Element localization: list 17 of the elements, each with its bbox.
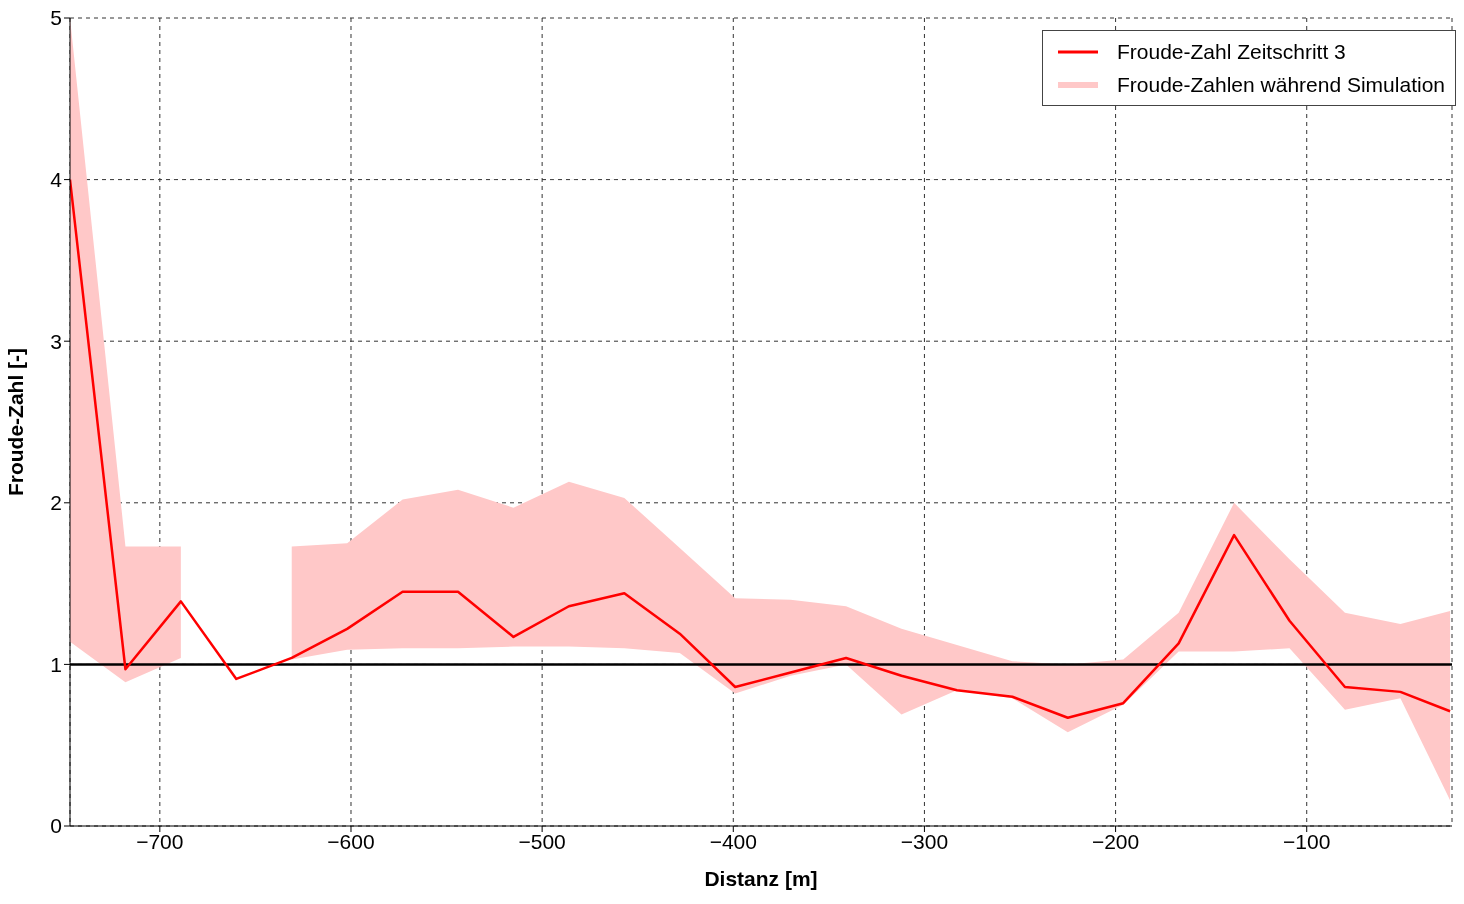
legend-label: Froude-Zahlen während Simulation	[1116, 72, 1445, 97]
y-axis-title: Froude-Zahl [-]	[4, 347, 28, 497]
x-axis-title: Distanz [m]	[704, 867, 818, 890]
x-tick-label: −700	[136, 829, 184, 853]
x-tick-label: −100	[1283, 829, 1331, 853]
y-tick-label: 1	[50, 652, 62, 676]
x-tick-label: −300	[900, 829, 949, 853]
x-tick-label: −200	[1091, 829, 1140, 853]
legend-label: Froude-Zahl Zeitschritt 3	[1116, 39, 1346, 64]
y-tick-label: 0	[50, 814, 62, 838]
y-tick-label: 2	[50, 491, 62, 515]
x-tick-label: −600	[327, 829, 375, 853]
x-tick-label: −500	[518, 829, 566, 853]
x-tick-label: −400	[709, 829, 757, 853]
y-tick-label: 4	[50, 168, 63, 192]
y-tick-label: 3	[50, 329, 62, 353]
y-tick-label: 5	[50, 6, 62, 30]
